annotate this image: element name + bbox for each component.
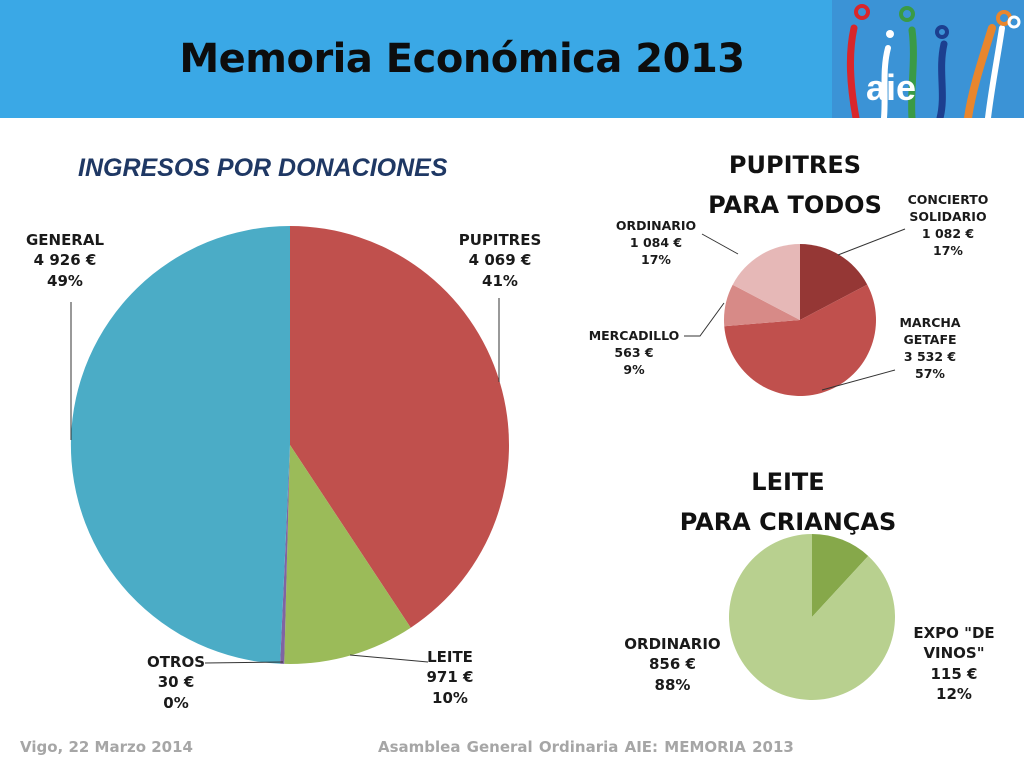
leader-line-mercadillo — [684, 302, 725, 337]
label-mercadillo-name: MERCADILLO — [588, 328, 680, 343]
label-marcha-name-2: GETAFE — [903, 331, 957, 347]
leite-slice-expo-de-vinos — [812, 534, 869, 617]
label-ordinario-pupitres: ORDINARIO 1 084 € 17% — [606, 218, 706, 269]
leader-line-concierto — [837, 228, 906, 256]
label-expo: EXPO "DE VINOS" 115 € 12% — [898, 623, 1010, 704]
label-expo-value: 115 € — [930, 664, 978, 683]
label-marcha-percent: 57% — [915, 365, 945, 381]
leite-title-line2: PARA CRIANÇAS — [679, 508, 897, 536]
label-marcha-value: 3 532 € — [903, 348, 957, 364]
label-expo-percent: 12% — [936, 684, 972, 703]
label-leite-value: 971 € — [426, 668, 474, 687]
label-leite-percent: 10% — [432, 688, 468, 707]
footer-date: Vigo, 22 Marzo 2014 — [20, 738, 193, 756]
label-general: GENERAL 4 926 € 49% — [15, 230, 115, 291]
label-ordinario-leite-percent: 88% — [654, 675, 691, 694]
leader-line-marcha — [821, 369, 896, 391]
label-concierto-percent: 17% — [933, 242, 963, 258]
pupitres-slice-ordinario — [732, 244, 800, 320]
label-pupitres-value: 4 069 € — [468, 251, 532, 270]
label-mercadillo: MERCADILLO 563 € 9% — [584, 328, 684, 379]
leader-line-leite — [349, 654, 429, 663]
ingresos-slice-pupitres — [290, 226, 510, 628]
slide-title: Memoria Económica 2013 — [179, 36, 745, 82]
leader-lines — [70, 228, 906, 664]
leite-title-line1: LEITE — [751, 468, 825, 496]
pie-leite — [729, 534, 896, 700]
label-ordinario-pupitres-value: 1 084 € — [629, 234, 683, 250]
label-ordinario-pupitres-name: ORDINARIO — [615, 218, 697, 233]
pupitres-slice-marcha-getafe — [724, 284, 877, 397]
label-pupitres-percent: 41% — [482, 271, 518, 290]
ingresos-slice-leite — [284, 445, 411, 664]
label-leite: LEITE 971 € 10% — [410, 647, 490, 708]
label-ordinario-pupitres-percent: 17% — [641, 251, 671, 267]
label-concierto: CONCIERTO SOLIDARIO 1 082 € 17% — [893, 192, 1003, 260]
label-otros-value: 30 € — [157, 673, 195, 692]
label-pupitres-name: PUPITRES — [458, 231, 542, 249]
pupitres-slice-mercadillo — [724, 284, 800, 327]
label-concierto-name-2: SOLIDARIO — [909, 208, 987, 224]
label-ordinario-leite-name: ORDINARIO — [624, 635, 721, 653]
label-otros: OTROS 30 € 0% — [136, 652, 216, 713]
pie-pupitres — [724, 244, 877, 397]
label-ordinario-leite: ORDINARIO 856 € 88% — [615, 634, 730, 695]
label-general-percent: 49% — [47, 271, 83, 290]
ingresos-slice-otros — [280, 445, 290, 664]
logo-text: aie — [866, 67, 916, 108]
pie-ingresos — [70, 225, 510, 664]
leite-slice-ordinario — [729, 534, 896, 700]
label-leite-name: LEITE — [427, 648, 473, 666]
label-general-value: 4 926 € — [33, 251, 97, 270]
ingresos-slice-general — [70, 225, 290, 664]
pupitres-title-line2: PARA TODOS — [708, 191, 882, 219]
footer-event: Asamblea General Ordinaria AIE: MEMORIA … — [378, 738, 794, 756]
label-concierto-name-1: CONCIERTO — [907, 192, 989, 207]
leite-chart-title: LEITE PARA CRIANÇAS — [668, 462, 908, 542]
pupitres-slice-concierto-solidario — [800, 244, 868, 320]
pupitres-title-line1: PUPITRES — [728, 151, 862, 179]
label-pupitres: PUPITRES 4 069 € 41% — [450, 230, 550, 291]
label-ordinario-leite-value: 856 € — [649, 655, 696, 674]
label-otros-name: OTROS — [146, 653, 206, 671]
label-otros-percent: 0% — [163, 693, 189, 712]
label-general-name: GENERAL — [25, 231, 105, 249]
aie-logo: aie — [832, 0, 1024, 122]
label-concierto-value: 1 082 € — [921, 225, 975, 241]
header-bar — [0, 0, 832, 118]
leader-line-ordinario-pupitres — [701, 233, 739, 255]
label-expo-name-1: EXPO "DE — [913, 624, 995, 642]
label-marcha-name-1: MARCHA — [899, 315, 961, 330]
label-mercadillo-value: 563 € — [614, 344, 654, 360]
label-mercadillo-percent: 9% — [623, 361, 645, 377]
pupitres-chart-title: PUPITRES PARA TODOS — [690, 145, 900, 225]
leader-line-otros — [204, 661, 284, 664]
aie-logo-graphic: aie — [832, 0, 1024, 122]
label-marcha: MARCHA GETAFE 3 532 € 57% — [880, 315, 980, 383]
label-expo-name-2: VINOS" — [923, 644, 985, 663]
main-chart-title: INGRESOS POR DONACIONES — [78, 154, 448, 182]
